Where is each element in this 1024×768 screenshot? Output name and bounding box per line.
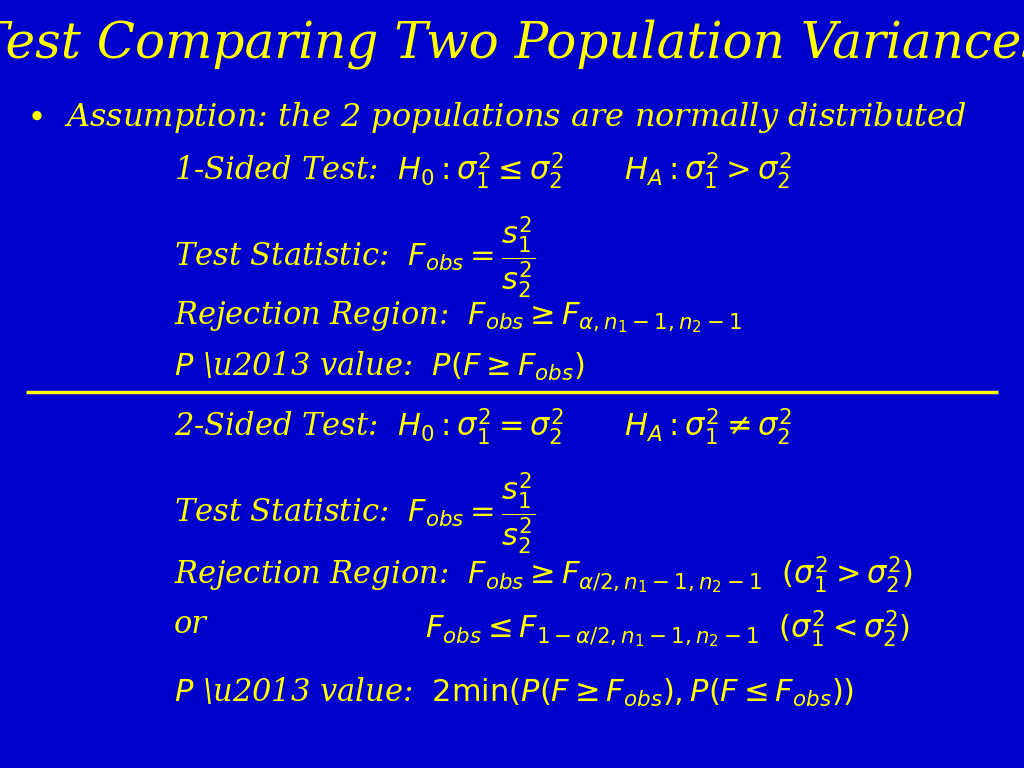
Text: Test Comparing Two Population Variances: Test Comparing Two Population Variances — [0, 19, 1024, 69]
Text: 1-Sided Test:  $H_0 : \sigma_1^2 \leq \sigma_2^2 \qquad H_A : \sigma_1^2 > \sigm: 1-Sided Test: $H_0 : \sigma_1^2 \leq \si… — [174, 150, 792, 190]
Text: Rejection Region:  $F_{obs} \geq F_{\alpha/2,n_1-1,n_2-1}$  $(\sigma_1^2 > \sigm: Rejection Region: $F_{obs} \geq F_{\alph… — [174, 555, 913, 597]
Text: $\bullet$  Assumption: the 2 populations are normally distributed: $\bullet$ Assumption: the 2 populations … — [26, 100, 967, 135]
Text: 2-Sided Test:  $H_0 : \sigma_1^2 = \sigma_2^2 \qquad H_A : \sigma_1^2 \neq \sigm: 2-Sided Test: $H_0 : \sigma_1^2 = \sigma… — [174, 406, 792, 446]
Text: Test Statistic:  $F_{obs} = \dfrac{s_1^2}{s_2^2}$: Test Statistic: $F_{obs} = \dfrac{s_1^2}… — [174, 215, 536, 301]
Text: $F_{obs} \leq F_{1-\alpha/2,n_1-1,n_2-1}$  $(\sigma_1^2 < \sigma_2^2)$: $F_{obs} \leq F_{1-\alpha/2,n_1-1,n_2-1}… — [425, 609, 910, 650]
Text: Rejection Region:  $F_{obs} \geq F_{\alpha,n_1-1,n_2-1}$: Rejection Region: $F_{obs} \geq F_{\alph… — [174, 300, 741, 335]
Text: $P$ \u2013 value:  $2\mathrm{min}(P(F \geq F_{obs}), P(F \leq F_{obs}))$: $P$ \u2013 value: $2\mathrm{min}(P(F \ge… — [174, 676, 854, 709]
Text: Test Statistic:  $F_{obs} = \dfrac{s_1^2}{s_2^2}$: Test Statistic: $F_{obs} = \dfrac{s_1^2}… — [174, 471, 536, 557]
Text: $P$ \u2013 value:  $P(F \geq F_{obs})$: $P$ \u2013 value: $P(F \geq F_{obs})$ — [174, 349, 585, 382]
Text: or: or — [174, 609, 207, 640]
